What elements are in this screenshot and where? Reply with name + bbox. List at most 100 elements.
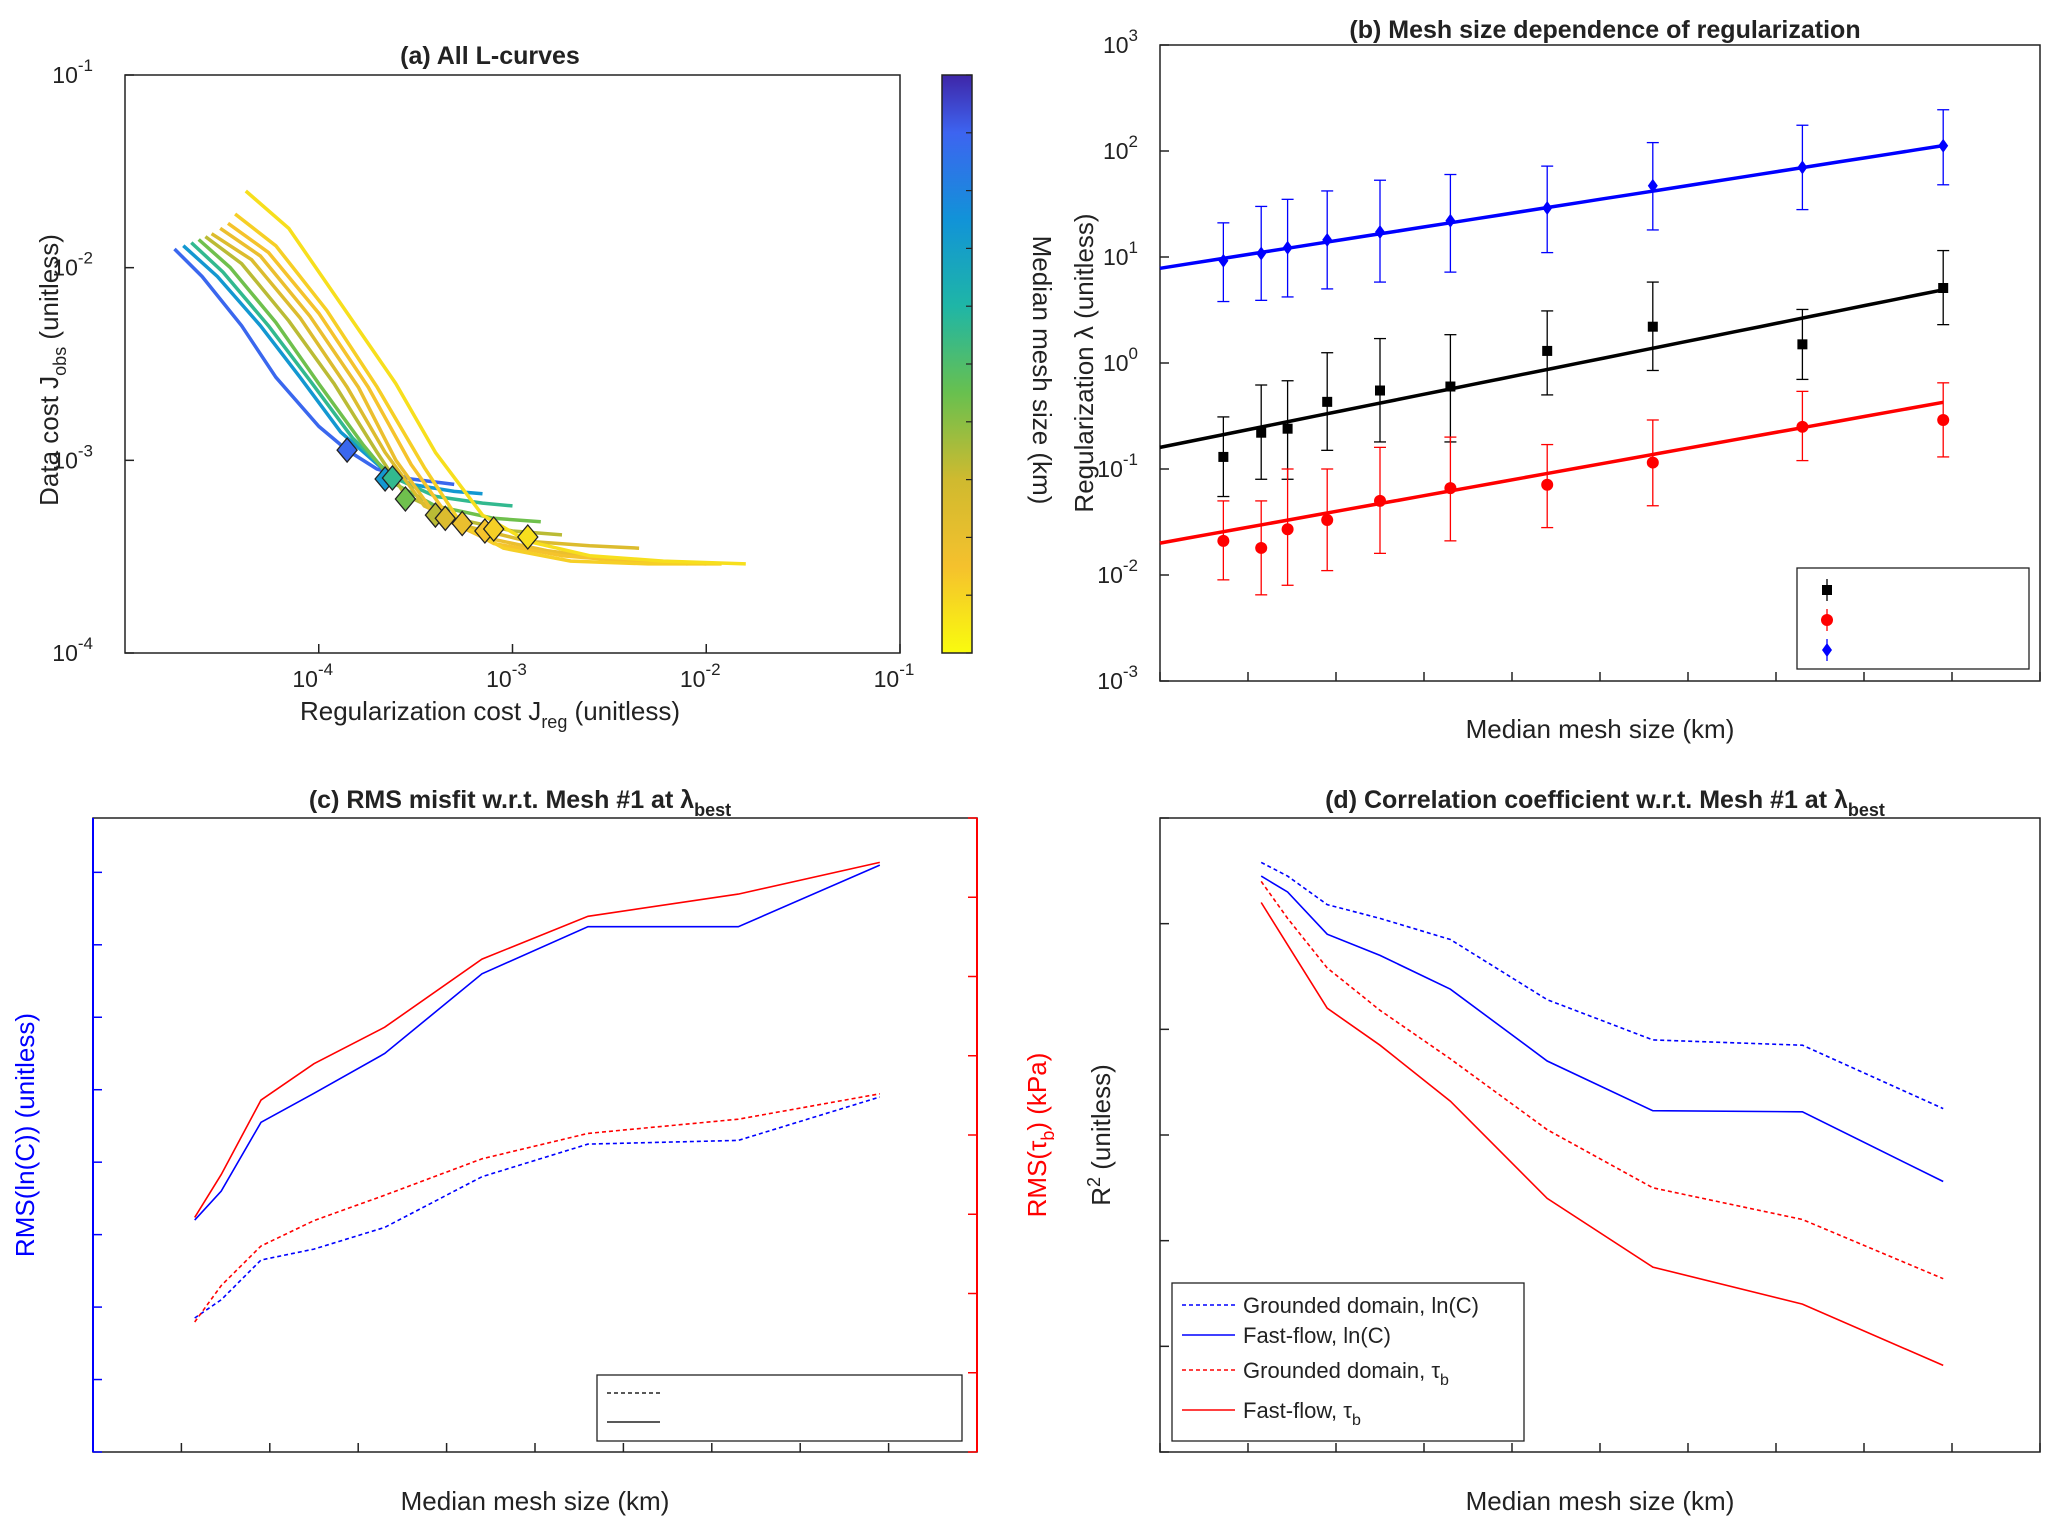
panel-a-plot-area (124, 74, 901, 654)
data-point-best (1542, 345, 1553, 356)
panel-b-ylabel: Regularization λ (unitless) (1069, 213, 1099, 512)
panel-b-ytick-label: 10-2 (1097, 556, 1138, 588)
panel-a: (a) All L-curves 10-4 10-3 10-2 10-110-410-… (34, 42, 1057, 732)
legend-marker-min (1821, 614, 1833, 626)
panel-c-title: (c) RMS misfit w.r.t. Mesh #1 at λbest (309, 786, 731, 820)
legend-marker-max (1822, 643, 1832, 657)
l-curve-best-marker (451, 510, 474, 537)
panel-b-content: 10-3 10-2 10-1 100 101 102 103 (1097, 26, 2041, 694)
panel-a-ytick-label: 10-3 (52, 441, 93, 473)
panel-d-series-line (1260, 902, 1944, 1367)
panel-b-ytick-label: 101 (1103, 238, 1138, 270)
data-point-max (1322, 232, 1333, 247)
data-point-best (1445, 381, 1456, 392)
fit-line-1 (1159, 400, 1944, 545)
panel-c-series-line (194, 1093, 880, 1323)
data-point-min (1321, 514, 1334, 527)
panel-d-content: Grounded domain, ln(C) Fast-flow, ln(C) Gr… (1159, 817, 2041, 1453)
panel-b-ytick-label: 10-1 (1097, 450, 1138, 482)
data-point-min (1281, 523, 1294, 536)
panel-b: (b) Mesh size dependence of regularizati… (1069, 16, 2041, 744)
panel-c-xlabel: Median mesh size (km) (401, 1486, 670, 1516)
panel-c-series-line (194, 861, 880, 1218)
data-point-max (1938, 138, 1949, 153)
data-point-min (1796, 420, 1809, 433)
panel-c: (c) RMS misfit w.r.t. Mesh #1 at λbest M… (10, 786, 1058, 1516)
l-curve-best-marker (394, 485, 417, 513)
panel-c-ylabel-right: RMS(τb) (kPa) (1022, 1053, 1058, 1218)
panel-d-series-line (1260, 861, 1944, 1110)
data-point-min (1217, 534, 1230, 547)
panel-b-xlabel: Median mesh size (km) (1466, 714, 1735, 744)
data-point-best (1322, 396, 1333, 407)
data-point-best (1647, 321, 1658, 332)
legend-label: Grounded domain, ln(C) (1243, 1293, 1479, 1318)
l-curve-best-marker (516, 523, 539, 551)
fit-line-0 (1159, 288, 1944, 450)
panel-d-title: (d) Correlation coefficient w.r.t. Mesh … (1325, 786, 1885, 820)
data-point-max (1647, 178, 1658, 193)
panel-a-ytick-label: 10-2 (52, 249, 93, 281)
l-curve-best-marker (434, 505, 457, 532)
data-point-min (1444, 482, 1457, 495)
panel-b-ytick-label: 10-3 (1097, 662, 1138, 694)
panel-c-series-line (194, 864, 881, 1221)
panel-a-title: (a) All L-curves (400, 42, 580, 70)
data-point-min (1541, 478, 1554, 491)
legend-label: Fast-flow, ln(C) (1243, 1323, 1391, 1348)
panel-a-ytick-label: 10-1 (52, 56, 93, 88)
legend-marker-best (1822, 585, 1832, 595)
data-point-max (1375, 225, 1385, 239)
l-curve-line (219, 226, 688, 566)
panel-b-ytick-label: 103 (1103, 26, 1138, 58)
panel-c-ylabel-left: RMS(ln(C)) (unitless) (10, 1013, 40, 1257)
data-point-max (1282, 240, 1293, 255)
panel-d-series-line (1260, 880, 1944, 1280)
data-point-min (1255, 541, 1268, 554)
panel-a-ylabel: Data cost Jobs (unitless) (34, 234, 70, 506)
l-curve-line (234, 212, 722, 566)
panel-b-legend (1796, 567, 2030, 670)
l-curve-line (190, 241, 513, 508)
panel-a-xtick-label: 10-3 (486, 660, 527, 692)
data-point-max (1218, 253, 1229, 268)
l-curve-best-marker (381, 464, 404, 492)
panel-a-xtick-label: 10-1 (874, 660, 915, 692)
data-point-max (1542, 201, 1553, 215)
panel-c-content (92, 817, 978, 1453)
panel-d: (d) Correlation coefficient w.r.t. Mesh … (1084, 786, 2041, 1516)
data-point-max (1256, 246, 1267, 261)
panel-d-series-line (1260, 875, 1944, 1183)
data-point-min (1937, 413, 1950, 426)
panel-a-content: 10-4 10-3 10-2 10-1 10-4 10-3 10-2 10-1 (52, 56, 973, 692)
data-point-best (1282, 423, 1293, 434)
l-curve-best-marker (482, 515, 505, 543)
legend-label: Grounded domain, τb (1243, 1358, 1449, 1389)
l-curve-line (197, 238, 541, 524)
panel-a-ytick-label: 10-4 (52, 634, 93, 666)
data-point-best (1218, 451, 1229, 462)
data-point-max (1445, 213, 1456, 228)
panel-a-xtick-label: 10-2 (680, 660, 721, 692)
panel-d-legend (1171, 1282, 1525, 1442)
panel-b-ytick-label: 102 (1103, 132, 1138, 164)
panel-a-xlabel: Regularization cost Jreg (unitless) (300, 696, 680, 732)
data-point-max (1797, 160, 1808, 175)
l-curve-best-marker (336, 437, 358, 464)
panel-b-ytick-label: 100 (1103, 344, 1138, 376)
data-point-best (1375, 385, 1385, 396)
l-curve-line (210, 232, 640, 550)
panel-a-xtick-label: 10-4 (292, 660, 333, 692)
l-curve-line (244, 189, 746, 566)
fit-line-2 (1159, 143, 1944, 271)
l-curve-line (226, 221, 707, 566)
colorbar-label: Median mesh size (km) (1027, 236, 1057, 505)
panel-d-ylabel: R2 (unitless) (1084, 1064, 1116, 1206)
data-point-best (1938, 282, 1949, 293)
panel-d-xlabel: Median mesh size (km) (1466, 1486, 1735, 1516)
data-point-min (1374, 494, 1386, 507)
legend-label: Fast-flow, τb (1243, 1398, 1361, 1429)
panel-c-legend (596, 1374, 963, 1442)
panel-c-series-line (194, 1096, 881, 1319)
